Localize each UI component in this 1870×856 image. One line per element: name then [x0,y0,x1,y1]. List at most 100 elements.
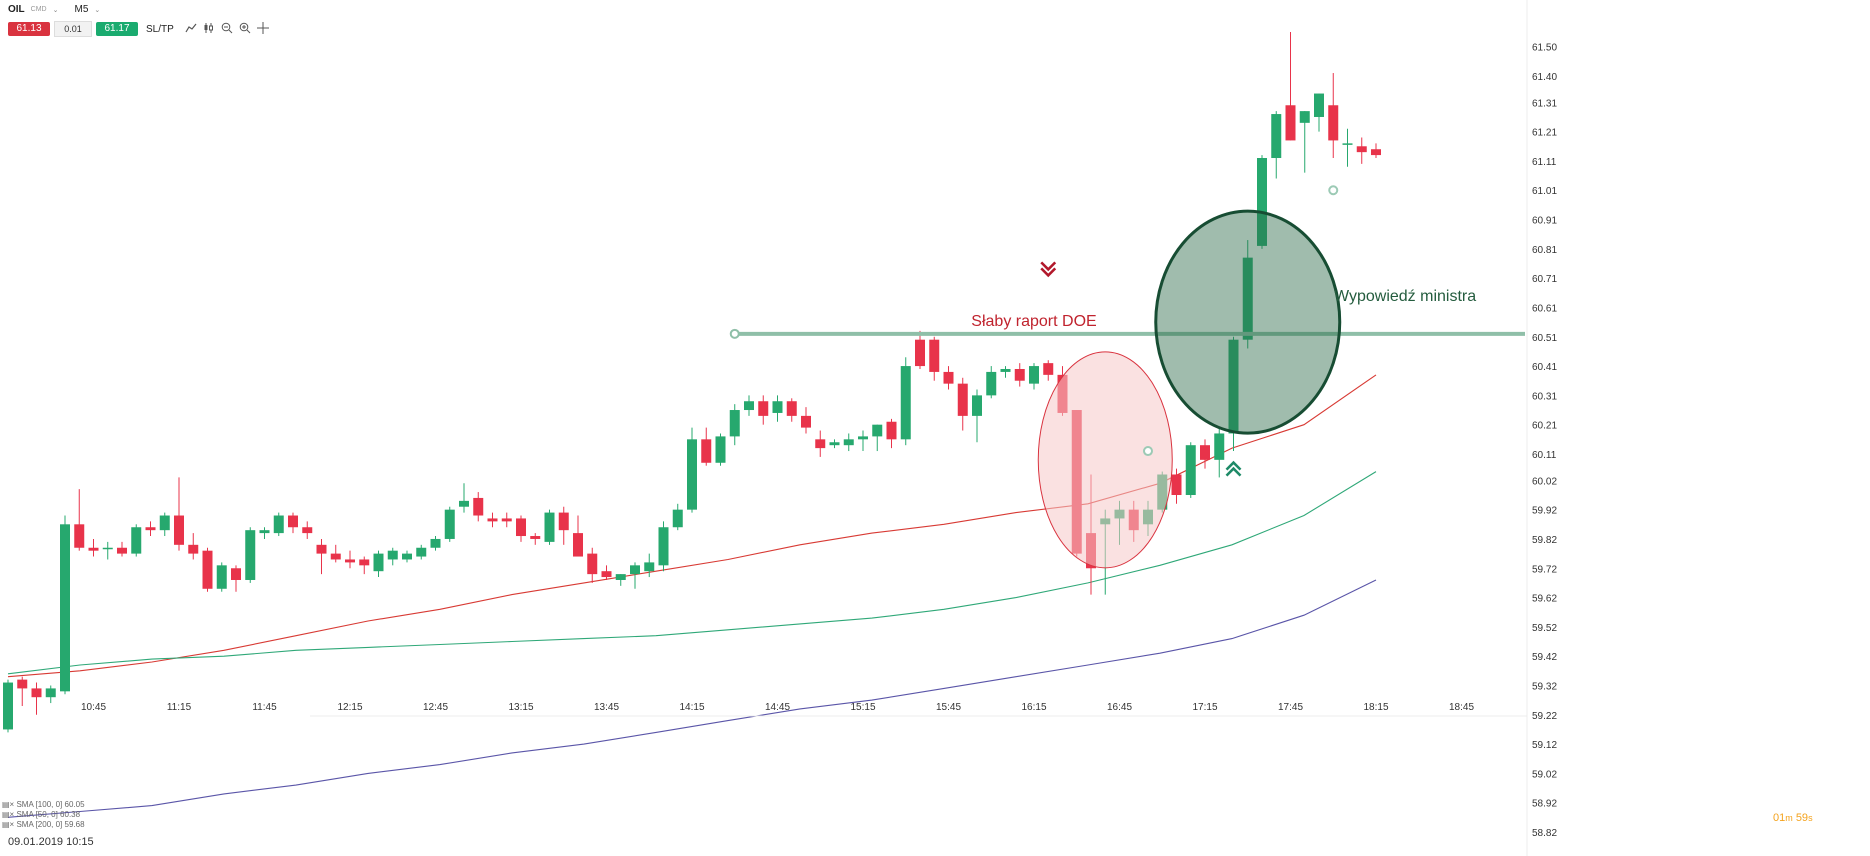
y-tick-label: 61.11 [1532,157,1557,168]
candle-body [544,512,555,542]
y-tick-label: 60.51 [1532,333,1557,344]
candle-body [430,538,441,548]
buy-button[interactable]: 61.17 [96,22,138,36]
crosshair-icon[interactable] [256,22,270,36]
rally-highlight-ellipse [1154,209,1342,435]
annotation-handle [1143,446,1153,457]
x-tick-label: 14:45 [765,702,790,713]
y-tick-label: 59.82 [1532,535,1557,546]
candle-body [1356,146,1367,153]
legend-sma100[interactable]: ▤× SMA [100, 0] 60.05 [2,800,85,809]
candle-body [17,679,28,689]
timeframe-select[interactable]: M5 [74,4,89,15]
candle-body [402,553,412,560]
candle-body [1299,111,1310,123]
candle-body [102,547,113,550]
legend-toggle-icon[interactable]: ▤× [2,800,15,809]
candle-body [687,439,697,510]
candle-body [744,401,754,411]
instrument-symbol[interactable]: OIL [8,4,25,15]
candle-body [45,688,56,698]
x-tick-label: 11:15 [167,702,192,713]
candle-body [159,515,170,531]
candle-body [701,439,712,463]
candle-body [444,509,455,539]
y-tick-label: 60.21 [1532,421,1557,432]
candle-body [1328,105,1339,141]
candle-body [630,565,640,575]
selloff-highlight-ellipse [1037,351,1173,569]
candle-body [1271,114,1282,159]
candle-body [957,383,968,416]
candle-body [786,401,797,416]
zoom-in-icon[interactable] [238,22,252,36]
indicator-legend: ▤× SMA [100, 0] 60.05 ▤× SMA [50, 0] 60.… [2,800,85,830]
candle-body [60,524,70,692]
candle-body [74,524,85,548]
candle-body [330,553,341,560]
candle-body [1185,445,1196,496]
candle-body [715,436,726,463]
sltp-button[interactable]: SL/TP [146,23,174,35]
y-tick-label: 60.81 [1532,245,1557,256]
candle-body [772,401,783,413]
candle-body [915,339,925,367]
candle-body [416,547,427,557]
candle-body [387,550,398,560]
y-tick-label: 60.61 [1532,303,1557,314]
candle-body [829,442,840,446]
y-tick-label: 59.42 [1532,652,1557,663]
candle-body [459,500,469,507]
candle-body [1371,149,1381,156]
legend-toggle-icon[interactable]: ▤× [2,810,15,819]
candle-body [117,547,127,554]
legend-sma50[interactable]: ▤× SMA [50, 0] 60.38 [2,810,81,819]
candle-body [1200,445,1210,460]
legend-sma200[interactable]: ▤× SMA [200, 0] 59.68 [2,820,85,829]
annotations: Słaby raport DOE Wypowiedź ministra [729,185,1525,569]
candle-body [1285,105,1296,141]
candle-body [1214,433,1225,460]
y-tick-label: 58.82 [1532,828,1557,839]
timeframe-dropdown-icon[interactable]: ⌄ [94,6,101,14]
candle-body [1014,368,1025,381]
candle-body [359,559,370,566]
candle-body [1257,158,1267,246]
volume-input[interactable]: 0.01 [54,21,92,37]
x-tick-label: 17:45 [1278,702,1303,713]
candle-body [872,424,883,437]
x-tick-label: 13:15 [508,702,533,713]
sma-line [7,471,1377,675]
y-tick-label: 59.72 [1532,564,1557,575]
candle-body [843,439,854,446]
y-tick-label: 59.52 [1532,623,1557,634]
sell-button[interactable]: 61.13 [8,22,50,36]
candles-icon[interactable] [202,22,216,36]
candle-body [273,515,284,534]
instrument-type: CMD [30,6,47,13]
axes: 61.50 61.40 61.31 61.21 61.11 61.01 60.91 60.81… [81,0,1557,856]
candle-body [986,371,997,396]
buy-signal-arrow-icon [1225,460,1242,477]
legend-toggle-icon[interactable]: ▤× [2,820,15,829]
candle-body [615,574,626,580]
candle-body [3,682,13,730]
line-chart-icon[interactable] [184,22,198,36]
x-tick-label: 10:45 [81,702,106,713]
x-tick-label: 12:15 [337,702,362,713]
y-tick-label: 61.40 [1532,72,1557,83]
candle-body [587,553,598,575]
candle-body [558,512,569,531]
candle-body [1242,257,1253,340]
y-tick-label: 59.62 [1532,594,1557,605]
y-tick-label: 60.41 [1532,362,1557,373]
sma-line [7,374,1377,678]
candle-body [31,688,42,698]
candle-body [516,518,526,537]
zoom-out-icon[interactable] [220,22,234,36]
y-tick-label: 60.02 [1532,476,1557,487]
y-tick-label: 59.92 [1532,506,1557,517]
instrument-dropdown-icon[interactable]: ⌄ [52,6,59,14]
candle-body [345,559,355,563]
